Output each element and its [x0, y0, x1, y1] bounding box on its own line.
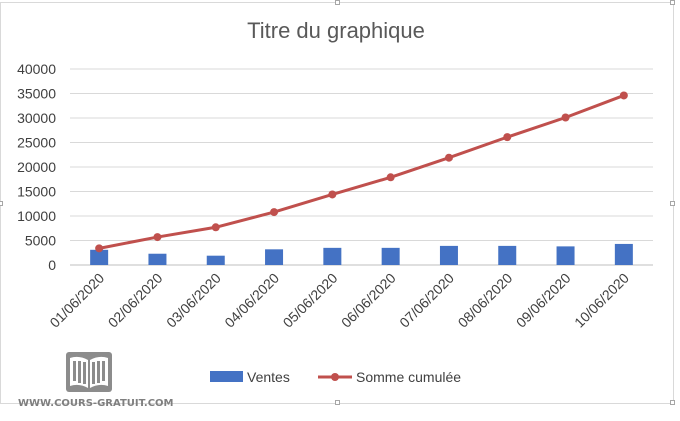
- point-somme-cumulee[interactable]: [386, 173, 395, 182]
- bar-ventes[interactable]: [90, 249, 109, 265]
- x-tick-label: 08/06/2020: [455, 270, 516, 331]
- bar-ventes[interactable]: [614, 243, 633, 265]
- legend-label-ventes: Ventes: [247, 369, 290, 385]
- bar-ventes[interactable]: [381, 247, 400, 265]
- resize-handle-right[interactable]: [670, 201, 675, 206]
- y-axis-labels: 0 5000 10000 15000 20000 25000 30000 35000 40000: [17, 61, 56, 273]
- legend-swatch-ventes: [210, 371, 243, 382]
- y-tick-label: 15000: [17, 184, 56, 200]
- point-somme-cumulee[interactable]: [95, 244, 104, 253]
- series-line-somme-cumulee[interactable]: [98, 94, 625, 250]
- resize-handle-bottom[interactable]: [335, 400, 340, 405]
- resize-handle-top-right[interactable]: [670, 0, 675, 5]
- open-book-icon: [66, 352, 112, 392]
- bar-ventes[interactable]: [148, 253, 167, 265]
- x-tick-label: 03/06/2020: [163, 270, 224, 331]
- bar-series-ventes[interactable]: [90, 243, 633, 265]
- bar-ventes[interactable]: [265, 249, 284, 265]
- y-tick-label: 40000: [17, 61, 56, 77]
- chart-title[interactable]: Titre du graphique: [247, 18, 425, 43]
- y-tick-label: 0: [48, 257, 56, 273]
- bar-ventes[interactable]: [439, 245, 458, 265]
- gridlines: [70, 68, 653, 266]
- bar-ventes[interactable]: [556, 246, 575, 265]
- point-somme-cumulee[interactable]: [270, 208, 279, 217]
- y-tick-label: 20000: [17, 159, 56, 175]
- point-somme-cumulee[interactable]: [211, 223, 220, 232]
- x-tick-label: 02/06/2020: [105, 270, 166, 331]
- y-tick-label: 10000: [17, 208, 56, 224]
- resize-handle-bottom-right[interactable]: [670, 400, 675, 405]
- x-tick-label: 01/06/2020: [46, 270, 107, 331]
- bar-ventes[interactable]: [323, 247, 342, 265]
- bar-ventes[interactable]: [206, 255, 225, 265]
- point-somme-cumulee[interactable]: [561, 113, 570, 122]
- y-tick-label: 35000: [17, 86, 56, 102]
- bar-ventes[interactable]: [498, 245, 517, 265]
- x-tick-label: 04/06/2020: [221, 270, 282, 331]
- x-axis-labels: 01/06/202002/06/202003/06/202004/06/2020…: [46, 270, 632, 331]
- point-somme-cumulee[interactable]: [328, 190, 337, 199]
- watermark-text: WWW.COURS-GRATUIT.COM: [18, 398, 174, 409]
- y-tick-label: 30000: [17, 110, 56, 126]
- y-tick-label: 25000: [17, 135, 56, 151]
- point-somme-cumulee[interactable]: [619, 91, 628, 100]
- legend-swatch-marker: [331, 373, 339, 381]
- x-tick-label: 07/06/2020: [396, 270, 457, 331]
- legend-label-somme-cumulee: Somme cumulée: [356, 369, 461, 385]
- x-tick-label: 05/06/2020: [280, 270, 341, 331]
- point-somme-cumulee[interactable]: [444, 153, 453, 162]
- x-tick-label: 06/06/2020: [338, 270, 399, 331]
- resize-handle-left[interactable]: [0, 201, 3, 206]
- x-tick-label: 09/06/2020: [513, 270, 574, 331]
- line-series-somme-cumulee[interactable]: [95, 91, 628, 253]
- x-tick-label: 10/06/2020: [571, 270, 632, 331]
- legend[interactable]: Ventes Somme cumulée: [210, 369, 461, 385]
- y-tick-label: 5000: [25, 233, 56, 249]
- point-somme-cumulee[interactable]: [153, 233, 162, 242]
- resize-handle-top[interactable]: [335, 0, 340, 5]
- point-somme-cumulee[interactable]: [503, 133, 512, 142]
